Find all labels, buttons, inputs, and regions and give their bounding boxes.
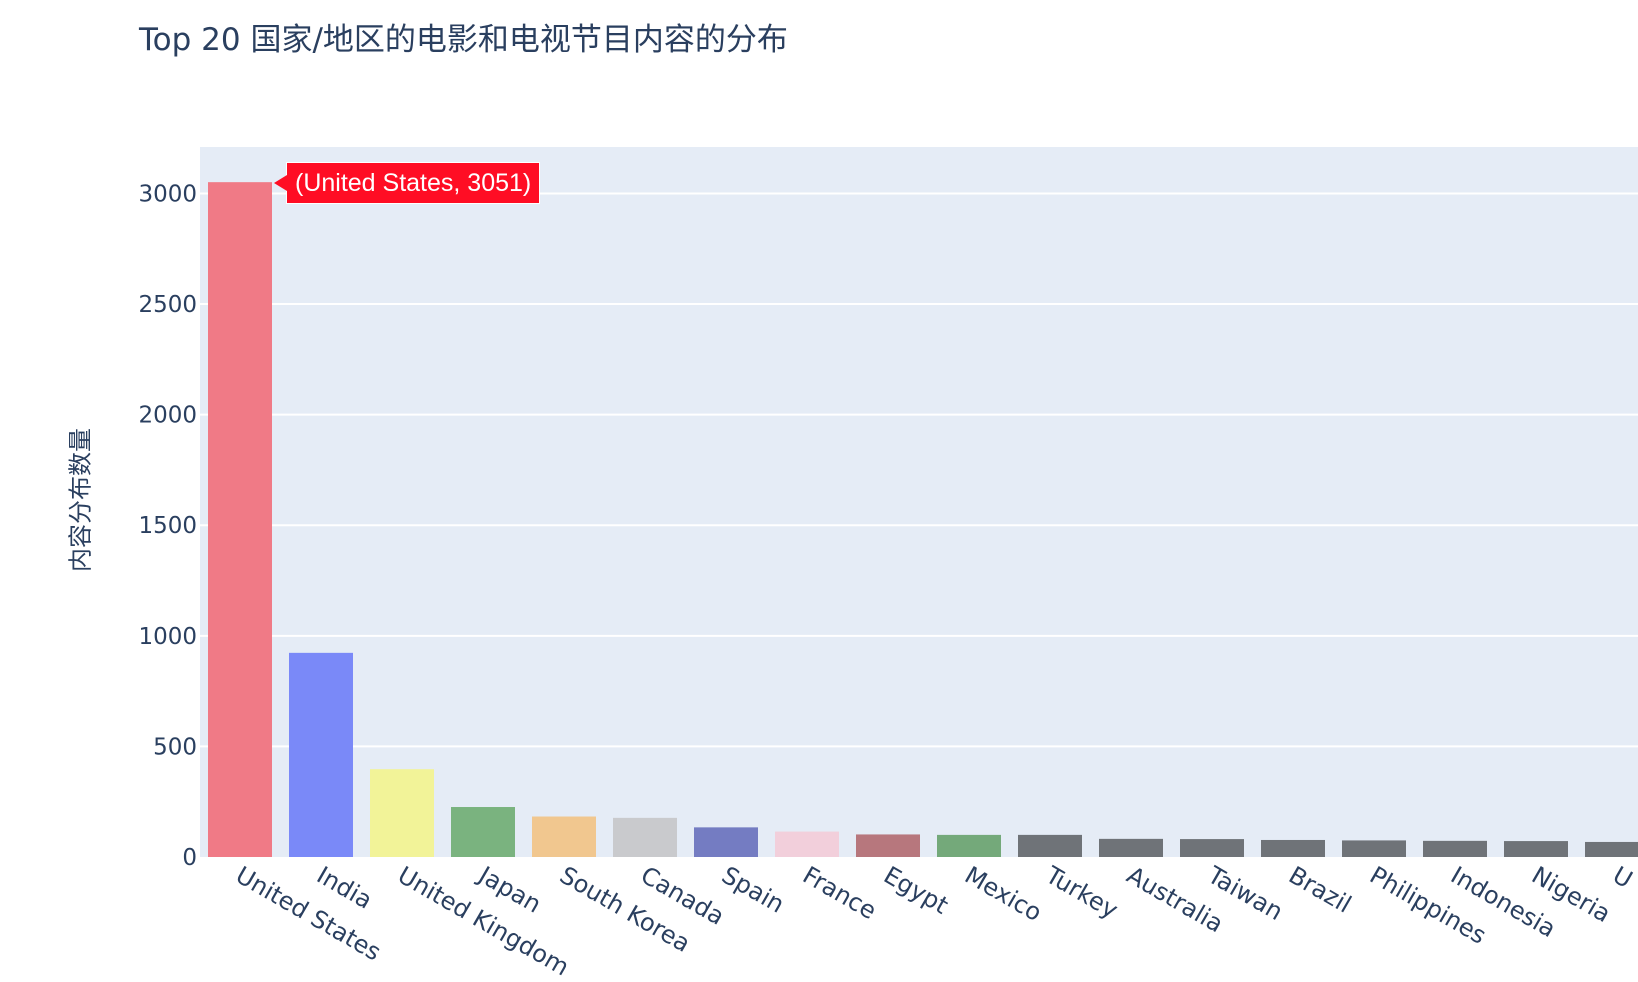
y-tick-label: 2000 <box>138 403 197 429</box>
plot-area <box>200 147 1638 857</box>
x-tick-label: U <box>1608 861 1637 894</box>
x-tick-label: Spain <box>717 861 789 919</box>
bar <box>1180 839 1244 857</box>
x-tick-label: Egypt <box>879 861 953 920</box>
bar <box>1504 841 1568 857</box>
bar <box>775 832 839 857</box>
bar <box>370 769 434 857</box>
bar <box>289 653 353 857</box>
y-tick-label: 3000 <box>138 181 197 207</box>
bar <box>1423 841 1487 857</box>
bar <box>208 182 272 857</box>
bar <box>451 807 515 857</box>
x-tick-label: France <box>798 861 881 925</box>
bar <box>937 835 1001 857</box>
y-tick-label: 1500 <box>138 513 197 539</box>
bar <box>1261 840 1325 857</box>
y-tick-label: 1000 <box>138 624 197 650</box>
y-tick-label: 2500 <box>138 292 197 318</box>
x-tick-label: Turkey <box>1040 860 1123 924</box>
y-tick-label: 0 <box>182 845 197 871</box>
hover-tooltip: (United States, 3051) <box>286 162 540 204</box>
bar <box>613 818 677 857</box>
x-tick-label: Brazil <box>1284 861 1356 919</box>
bar <box>1099 839 1163 857</box>
bar <box>1018 835 1082 857</box>
bar <box>856 834 920 857</box>
y-tick-label: 500 <box>153 734 197 760</box>
bar <box>694 827 758 857</box>
bar <box>532 817 596 857</box>
x-tick-label: Mexico <box>960 861 1047 927</box>
bar <box>1342 840 1406 857</box>
bar <box>1585 842 1638 857</box>
